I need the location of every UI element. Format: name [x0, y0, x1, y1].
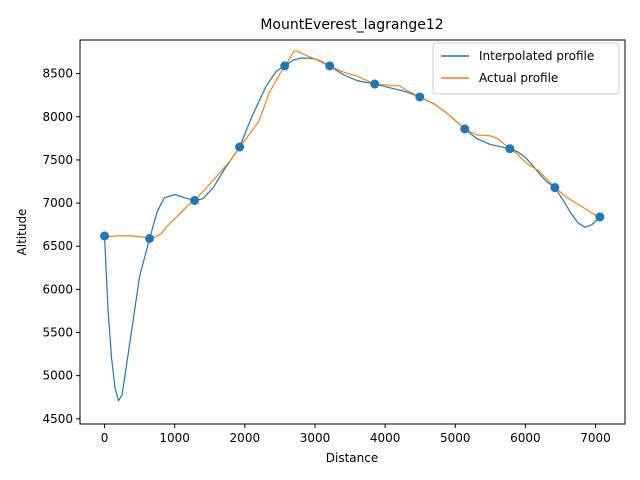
- x-tick-label: 3000: [300, 431, 331, 445]
- sample-point: [235, 142, 245, 152]
- sample-point: [325, 61, 335, 71]
- y-tick-label: 5000: [42, 369, 73, 383]
- points-group: [100, 61, 605, 243]
- sample-point: [280, 61, 290, 71]
- x-axis-label: Distance: [326, 451, 378, 465]
- axes-frame: [79, 39, 626, 425]
- sample-point: [550, 183, 560, 193]
- y-tick-label: 8500: [42, 67, 73, 81]
- plot-area: [80, 40, 625, 424]
- x-tick-label: 1000: [159, 431, 190, 445]
- x-tick-label: 2000: [230, 431, 261, 445]
- ticks-group: 0 1000 2000 3000 4000 5000 6000 7000 4500 5000 550…: [42, 67, 610, 445]
- sample-point: [370, 79, 380, 89]
- sample-point: [505, 144, 515, 154]
- legend-label-actual: Actual profile: [479, 71, 558, 85]
- x-tick-label: 7000: [580, 431, 611, 445]
- x-tick-label: 5000: [440, 431, 471, 445]
- legend: Interpolated profile Actual profile: [432, 42, 620, 95]
- sample-point: [145, 233, 155, 243]
- y-tick-label: 7500: [42, 153, 73, 167]
- x-tick-label: 0: [101, 431, 109, 445]
- x-tick-label: 4000: [370, 431, 401, 445]
- y-tick-label: 4500: [42, 412, 73, 426]
- sample-point: [100, 231, 110, 241]
- y-tick-label: 7000: [42, 196, 73, 210]
- x-tick-label: 6000: [510, 431, 541, 445]
- y-tick-label: 6500: [42, 239, 73, 253]
- legend-box: [432, 42, 620, 95]
- legend-label-interpolated: Interpolated profile: [479, 49, 594, 63]
- chart-title: MountEverest_lagrange12: [260, 17, 443, 33]
- y-tick-label: 8000: [42, 110, 73, 124]
- y-tick-label: 6000: [42, 282, 73, 296]
- sample-point: [595, 212, 605, 222]
- sample-point: [415, 92, 425, 102]
- y-axis-label: Altitude: [15, 209, 29, 256]
- sample-point: [190, 196, 200, 206]
- y-tick-label: 5500: [42, 326, 73, 340]
- sample-point: [460, 124, 470, 134]
